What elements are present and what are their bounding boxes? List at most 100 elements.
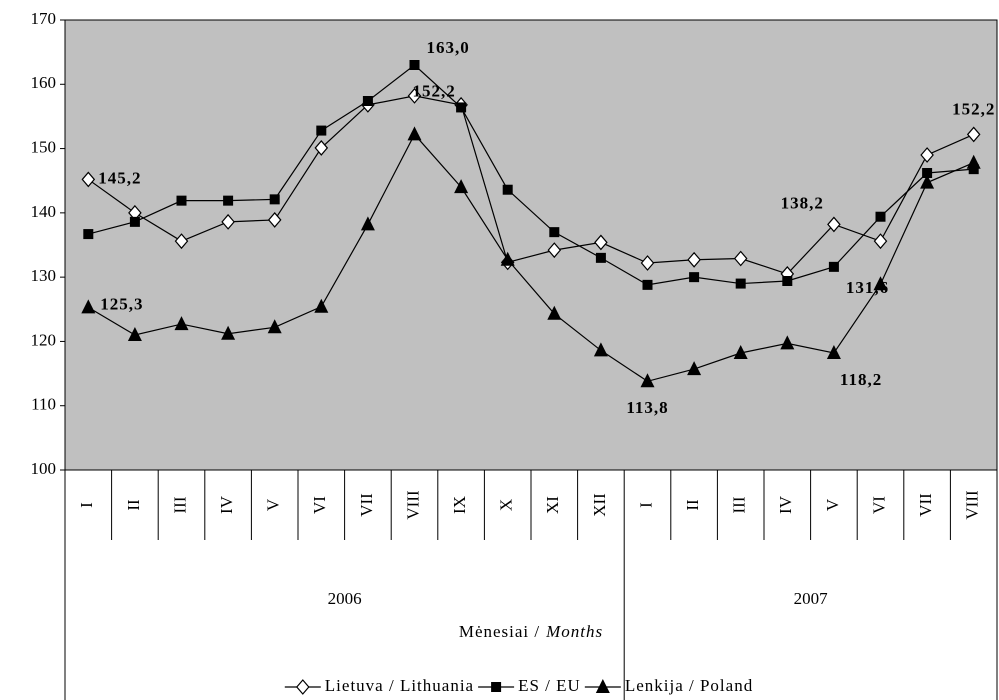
marker (595, 252, 606, 263)
series-line (88, 64, 974, 286)
legend-item: Lietuva / Lithuania (284, 676, 474, 695)
series (81, 126, 981, 388)
x-tick-label: IX (450, 496, 469, 514)
y-tick-label: 150 (31, 137, 57, 156)
y-tick-label: 110 (31, 395, 56, 414)
x-tick-label: I (636, 502, 655, 508)
marker (782, 276, 793, 286)
marker (456, 102, 467, 113)
marker (314, 298, 329, 313)
legend-item: ES / EU (478, 676, 580, 695)
x-tick-label: XII (590, 493, 609, 517)
marker (873, 276, 888, 291)
marker (221, 213, 235, 230)
y-tick-label: 140 (31, 202, 57, 221)
marker (296, 679, 310, 695)
marker (500, 251, 515, 266)
x-tick-label: II (683, 499, 702, 511)
marker (360, 216, 375, 231)
marker (827, 216, 841, 233)
x-tick-label: V (264, 498, 283, 511)
marker (968, 164, 979, 175)
x-tick-label: VIII (963, 490, 982, 520)
marker (922, 168, 933, 178)
marker (454, 179, 469, 194)
marker (593, 342, 608, 357)
x-tick-label: I (77, 502, 96, 508)
x-axis-label-italic: Months (545, 622, 603, 641)
marker (81, 299, 96, 314)
marker (127, 327, 142, 341)
series (83, 60, 979, 290)
marker (314, 140, 329, 156)
data-label: 118,2 (840, 370, 882, 389)
marker (966, 154, 981, 169)
x-tick-label: X (497, 499, 516, 511)
series-line (87, 133, 974, 382)
x-tick-label: VI (869, 496, 888, 514)
marker (687, 251, 701, 268)
marker (689, 272, 700, 283)
x-tick-label: II (124, 499, 143, 511)
marker (594, 234, 608, 251)
marker (129, 216, 140, 227)
x-tick-label: XI (543, 496, 562, 514)
marker (221, 325, 236, 340)
x-tick-label: VII (357, 493, 376, 517)
y-tick-label: 130 (31, 266, 57, 285)
marker (267, 319, 282, 334)
x-tick-label: IV (776, 495, 795, 514)
marker (873, 233, 888, 250)
marker (828, 261, 839, 272)
marker (407, 87, 422, 104)
x-tick-label: V (823, 498, 842, 511)
marker (642, 279, 653, 290)
marker (83, 229, 94, 240)
marker (362, 96, 373, 106)
marker (547, 242, 562, 259)
marker (409, 60, 420, 70)
plot-area (64, 19, 998, 471)
marker (733, 250, 748, 267)
marker (687, 361, 702, 376)
marker (733, 345, 748, 359)
data-label: 152,2 (413, 81, 456, 100)
marker (549, 227, 560, 238)
legend: Lietuva / Lithuania ES / EU Lenkija / Pola… (284, 676, 753, 695)
legend-item: Lenkija / Poland (584, 676, 753, 695)
marker (875, 211, 886, 222)
y-tick-label: 100 (31, 459, 57, 478)
legend-label: Lietuva / Lithuania (325, 676, 474, 695)
marker (316, 125, 327, 136)
marker (966, 126, 981, 143)
series-line (87, 95, 974, 275)
marker (826, 345, 841, 359)
marker (920, 147, 934, 163)
marker (780, 335, 795, 350)
x-tick-label: III (730, 496, 749, 513)
x-tick-label: VI (310, 496, 329, 514)
marker (174, 233, 189, 250)
marker (547, 305, 562, 320)
data-label: 125,3 (100, 294, 143, 313)
data-label: 113,8 (626, 398, 668, 417)
x-axis-label-text: Mėnesiai / (459, 622, 540, 641)
marker (735, 278, 746, 289)
marker (502, 184, 513, 195)
x-tick-label: VII (916, 493, 935, 517)
data-label: 163,0 (427, 38, 470, 57)
marker (176, 195, 187, 206)
marker (267, 212, 282, 228)
x-tick-label: IV (217, 495, 236, 514)
y-tick-label: 120 (31, 330, 57, 349)
marker (640, 373, 655, 388)
group-label: 2007 (794, 589, 829, 608)
x-axis-label: Mėnesiai / Months (459, 622, 603, 641)
marker (223, 195, 234, 206)
legend-label: Lenkija / Poland (625, 676, 753, 695)
marker (81, 171, 96, 188)
y-tick-label: 170 (31, 9, 57, 28)
marker (269, 194, 280, 205)
marker (595, 679, 610, 693)
